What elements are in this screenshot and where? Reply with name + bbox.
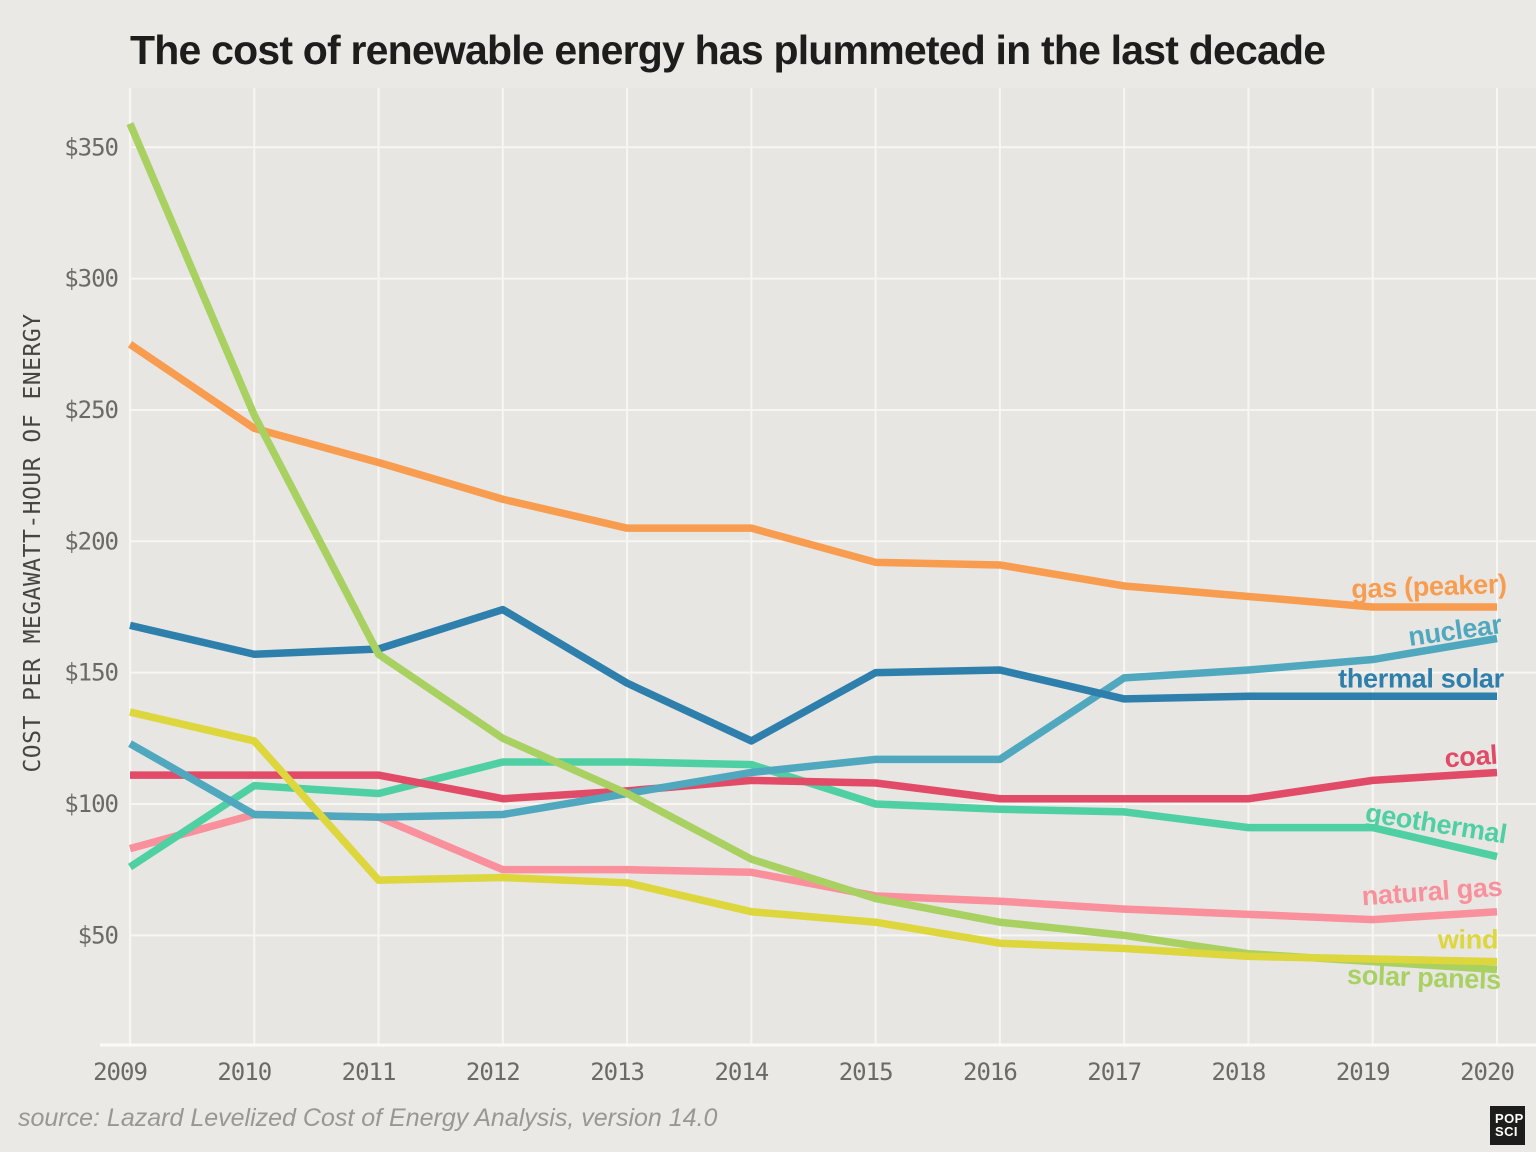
source-note: source: Lazard Levelized Cost of Energy … (18, 1104, 718, 1132)
series-label-thermal_solar: thermal solar (1338, 663, 1504, 694)
logo-line-2: SCI (1495, 1124, 1518, 1139)
plot-area (128, 88, 1536, 1045)
x-tick-2014: 2014 (714, 1058, 768, 1086)
y-axis-title: COST PER MEGAWATT-HOUR OF ENERGY (20, 313, 46, 773)
x-tick-2019: 2019 (1336, 1058, 1390, 1086)
y-tick-50: $50 (78, 921, 118, 949)
x-tick-2010: 2010 (217, 1058, 271, 1086)
series-line-nuclear (128, 634, 1498, 821)
x-tick-2011: 2011 (342, 1058, 396, 1086)
series-label-gas_peaker: gas (peaker) (1350, 568, 1508, 605)
x-tick-2018: 2018 (1212, 1058, 1266, 1086)
popsci-logo: POP SCI (1490, 1106, 1525, 1145)
x-tick-2020: 2020 (1460, 1058, 1514, 1086)
logo-line-1: POP (1495, 1111, 1524, 1126)
y-tick-200: $200 (64, 527, 118, 555)
y-tick-100: $100 (64, 790, 118, 818)
series-label-coal: coal (1443, 739, 1499, 774)
x-tick-2016: 2016 (963, 1058, 1017, 1086)
x-tick-2009: 2009 (93, 1058, 147, 1086)
x-tick-2017: 2017 (1087, 1058, 1141, 1086)
series-label-wind: wind (1437, 924, 1499, 955)
series-line-wind (129, 708, 1498, 966)
x-tick-2013: 2013 (590, 1058, 644, 1086)
y-tick-150: $150 (64, 659, 118, 687)
y-tick-300: $300 (64, 265, 118, 293)
series-label-solar_panels: solar panels (1346, 959, 1502, 996)
x-tick-2015: 2015 (839, 1058, 893, 1086)
series-line-coal (130, 768, 1498, 803)
x-tick-2012: 2012 (466, 1058, 520, 1086)
y-tick-250: $250 (64, 396, 118, 424)
y-tick-350: $350 (64, 133, 118, 161)
page-title: The cost of renewable energy has plummet… (130, 27, 1326, 73)
series-line-thermal_solar (129, 605, 1497, 745)
series-line-gas_peaker (127, 341, 1497, 611)
